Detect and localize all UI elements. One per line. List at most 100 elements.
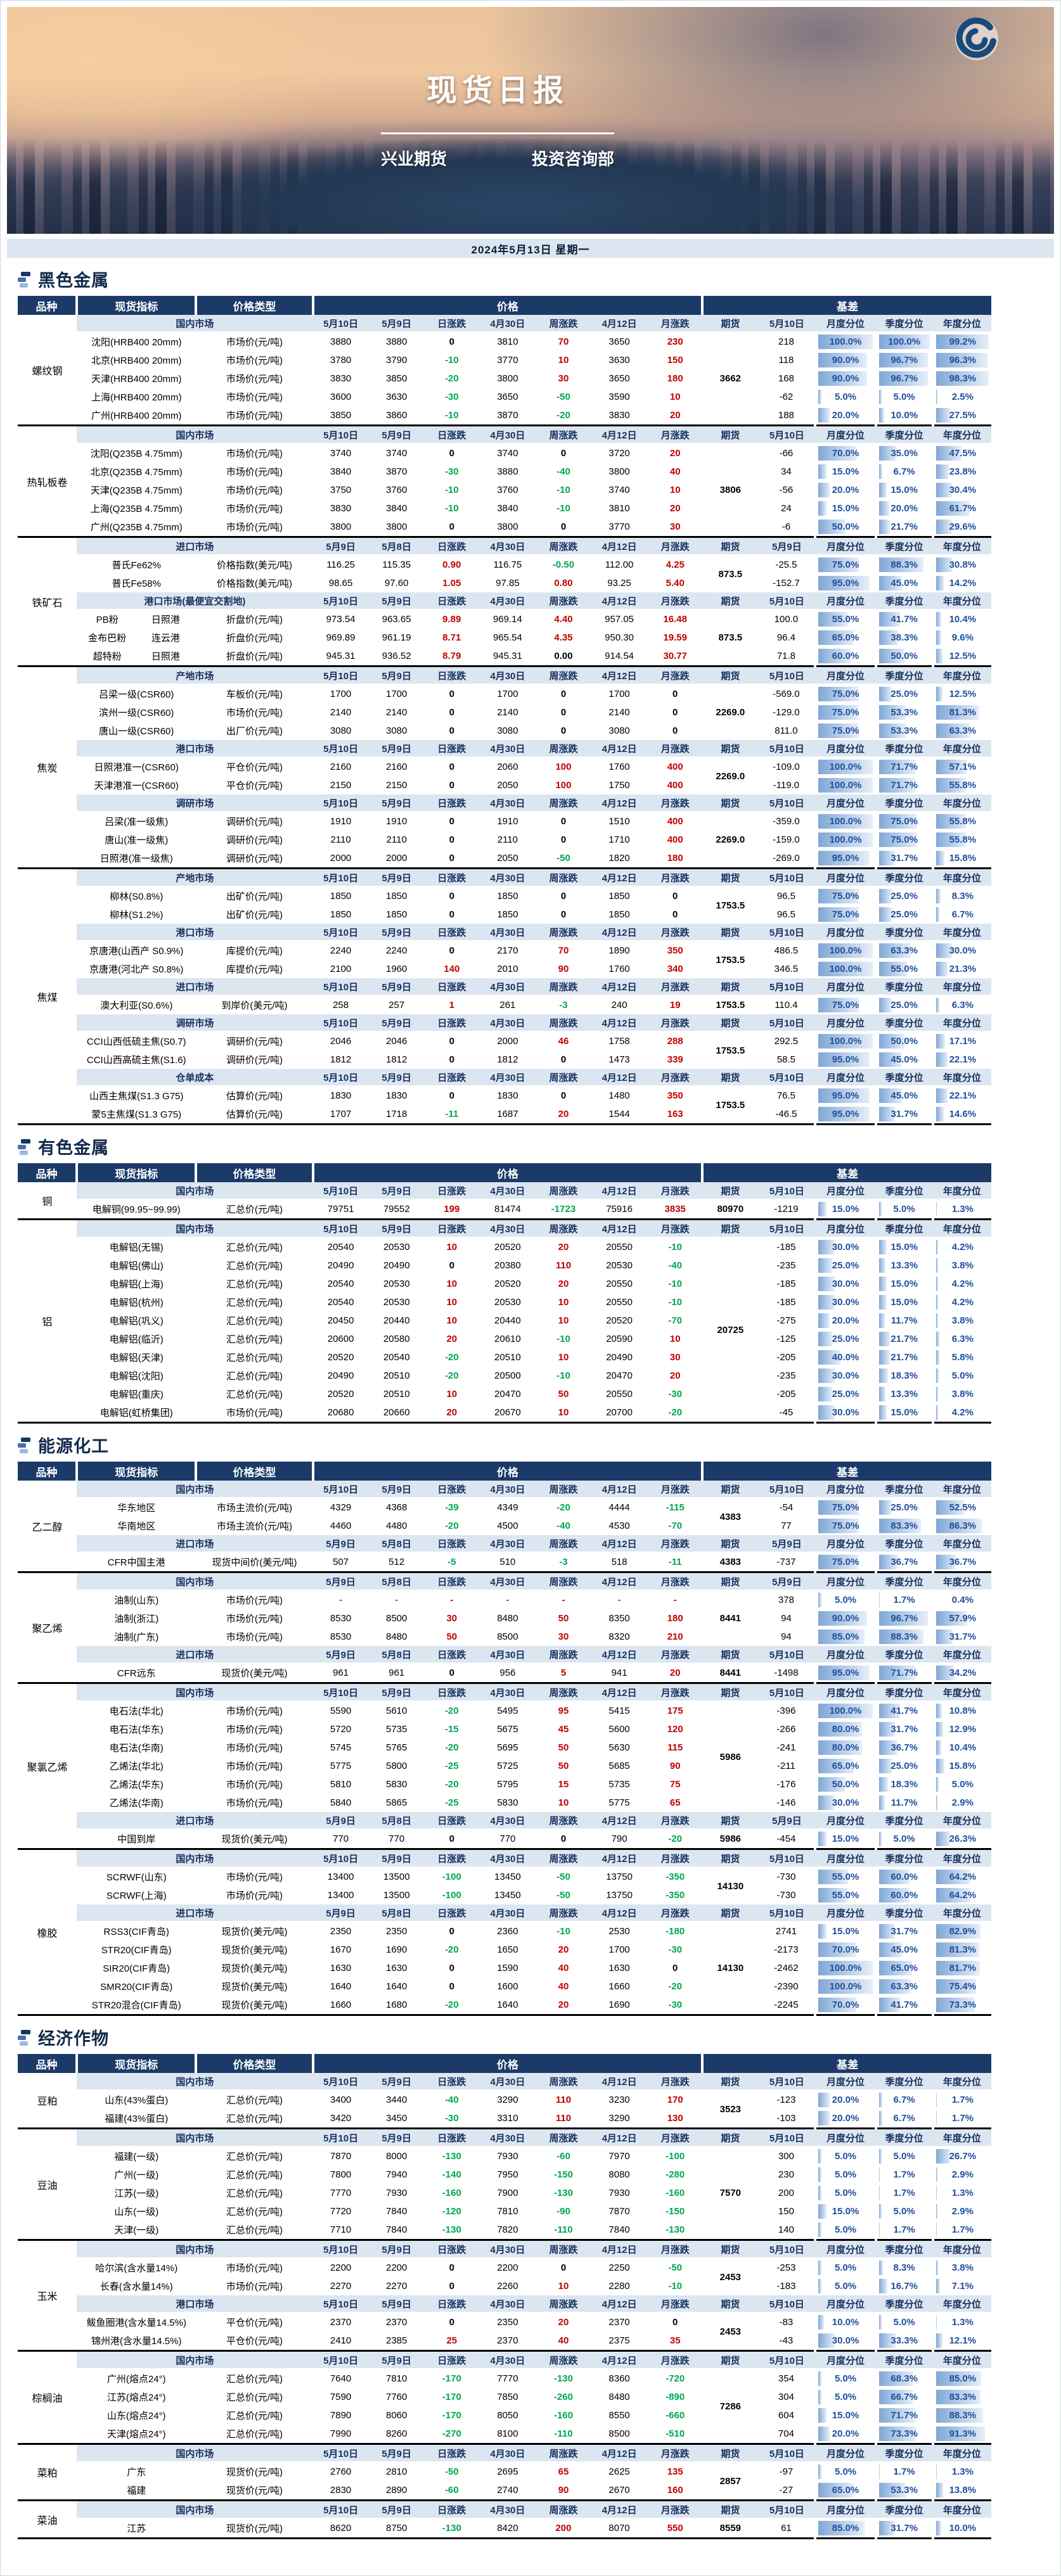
percentile-bar [818, 2093, 830, 2107]
price-type-cell: 汇总价(元/吨) [196, 2109, 313, 2129]
price-value: 2060 [479, 757, 536, 776]
percentile-cell: 75.0% [814, 555, 876, 574]
price-value: 175 [648, 1701, 703, 1720]
percentile-bar [878, 2222, 880, 2237]
price-value: 0 [536, 831, 591, 849]
price-value: 70 [536, 332, 591, 351]
price-value: 3790 [368, 351, 425, 369]
data-row: 山东(熔点24°) 汇总价(元/吨) 7890 8060 -170 8050 -160 855… [18, 2406, 991, 2425]
percentile-cell: 100.0% [814, 831, 876, 849]
price-value: 7640 [312, 2369, 369, 2388]
column-header: 周涨跌 [536, 666, 591, 685]
percentile-cell: 21.3% [931, 960, 991, 978]
column-header: 5月10日 [312, 1014, 369, 1032]
percentile-bar [878, 1052, 902, 1067]
price-value: 30 [536, 1628, 591, 1646]
percentile-bar [818, 390, 821, 404]
percentile-bar [818, 649, 851, 663]
percentile-bar [878, 2521, 895, 2535]
basis-value: -56 [758, 481, 816, 499]
percentile-cell: 30.4% [931, 481, 991, 499]
indicator-cell: PB粉 日照港 [77, 609, 196, 628]
column-header: 日涨跌 [424, 2128, 479, 2147]
percentile-cell: 1.3% [931, 2312, 991, 2331]
price-type-cell: 汇总价(元/吨) [196, 2202, 313, 2221]
price-value: 2046 [312, 1031, 369, 1050]
price-value: 20500 [479, 1367, 536, 1385]
basis-value: 61 [758, 2518, 816, 2539]
percentile-cell: 15.0% [874, 1237, 933, 1256]
indicator-cell: 油制(浙江) [77, 1609, 196, 1628]
basis-value: 304 [758, 2388, 816, 2406]
percentile-cell: 22.1% [931, 1086, 991, 1105]
percentile-bar [878, 778, 916, 793]
column-header: 期货 [702, 666, 759, 685]
percentile-bar [936, 1052, 948, 1067]
percentile-bar [878, 2260, 884, 2275]
column-header: 月度分位 [815, 978, 876, 996]
column-header: 5月9日 [368, 315, 425, 333]
column-header: 4月12日 [591, 1646, 648, 1664]
column-header: 5月9日 [312, 537, 369, 556]
price-value: 7720 [312, 2202, 369, 2221]
price-value: -10 [536, 1367, 591, 1385]
futures-value: 8441 [702, 1590, 759, 1646]
column-header: 周涨跌 [536, 1069, 591, 1087]
price-value: 1850 [591, 886, 648, 905]
price-value: 1700 [479, 684, 536, 703]
column-header: 日涨跌 [424, 2295, 479, 2313]
percentile-cell: 88.3% [931, 2406, 991, 2425]
percentile-cell: 55.0% [814, 609, 876, 628]
percentile-bar [818, 1405, 835, 1420]
price-value: 550 [648, 2518, 703, 2539]
table-header-row: 品种 现货指标 价格类型 价格 基差 [18, 296, 991, 315]
futures-value: 1753.5 [702, 886, 759, 924]
price-value: 20550 [591, 1237, 648, 1256]
price-value: 1630 [368, 1959, 425, 1977]
price-value: 3810 [479, 332, 536, 351]
data-row: 柳林(S0.8%) 出矿价(元/吨) 1850 1850 0 1850 0 1850 0 1753… [18, 886, 991, 924]
market-subheader-row: 聚乙烯 国内市场 5月9日 5月8日 日涨跌 4月30日 周涨跌 4月12日 月涨跌 期货 5月9日… [18, 1572, 991, 1683]
percentile-cell: 30.0% [814, 1367, 876, 1385]
percentile-cell: 20.0% [814, 1311, 876, 1330]
percentile-cell: 2.5% [931, 388, 991, 406]
column-header: 周涨跌 [536, 1014, 591, 1032]
price-value: 0 [536, 1050, 591, 1069]
indicator-cell: 电解铝(佛山) [77, 1256, 196, 1275]
price-type-cell: 估算价(元/吨) [196, 1086, 313, 1105]
percentile-bar [936, 2222, 937, 2237]
percentile-bar [818, 814, 873, 829]
indicator-cell: 山西主焦煤(S1.3 G75) [77, 1086, 196, 1105]
price-value: 30 [536, 369, 591, 388]
column-header: 5月9日 [368, 1481, 425, 1498]
futures-value: 4383 [702, 1498, 759, 1535]
percentile-bar [936, 889, 941, 903]
price-value: - [312, 1590, 369, 1609]
percentile-bar [878, 1832, 882, 1846]
column-header: 周涨跌 [536, 794, 591, 812]
data-row: 沈阳(HRB400 20mm) 市场价(元/吨) 3880 3880 0 3810 70 36… [18, 332, 991, 426]
price-value: -30 [648, 1996, 703, 2015]
percentile-bar [936, 814, 966, 829]
price-value: -100 [424, 1886, 479, 1904]
percentile-cell: 31.7% [874, 2518, 933, 2539]
column-header: 月度分位 [815, 794, 876, 812]
basis-value: -1219 [758, 1199, 816, 1220]
variety-cell: 豆油 [18, 2128, 77, 2240]
percentile-bar [878, 1332, 890, 1346]
price-value: 3840 [479, 499, 536, 518]
price-value: 4.25 [648, 555, 703, 574]
price-value: 1830 [312, 1086, 369, 1105]
data-row: 吕梁(准一级焦) 调研价(元/吨) 1910 1910 0 1910 0 1510 400 226… [18, 812, 991, 869]
basis-value: 604 [758, 2406, 816, 2425]
variety-group: 菜油 国内市场 5月10日 5月9日 日涨跌 4月30日 周涨跌 4月12日 月涨跌 期货 5月10… [18, 2500, 991, 2539]
data-row: 电解铜(99.95~99.99) 汇总价(元/吨) 79751 79552 199 814… [18, 1199, 991, 1220]
price-value: 1690 [591, 1996, 648, 2015]
percentile-cell: 35.0% [874, 443, 933, 462]
basis-value: 24 [758, 499, 816, 518]
price-value: 2160 [368, 757, 425, 776]
indicator-cell: 广州(Q235B 4.75mm) [77, 518, 196, 537]
percentile-cell: 30.8% [931, 555, 991, 574]
column-header: 5月9日 [758, 1572, 816, 1591]
percentile-bar [878, 1759, 892, 1773]
